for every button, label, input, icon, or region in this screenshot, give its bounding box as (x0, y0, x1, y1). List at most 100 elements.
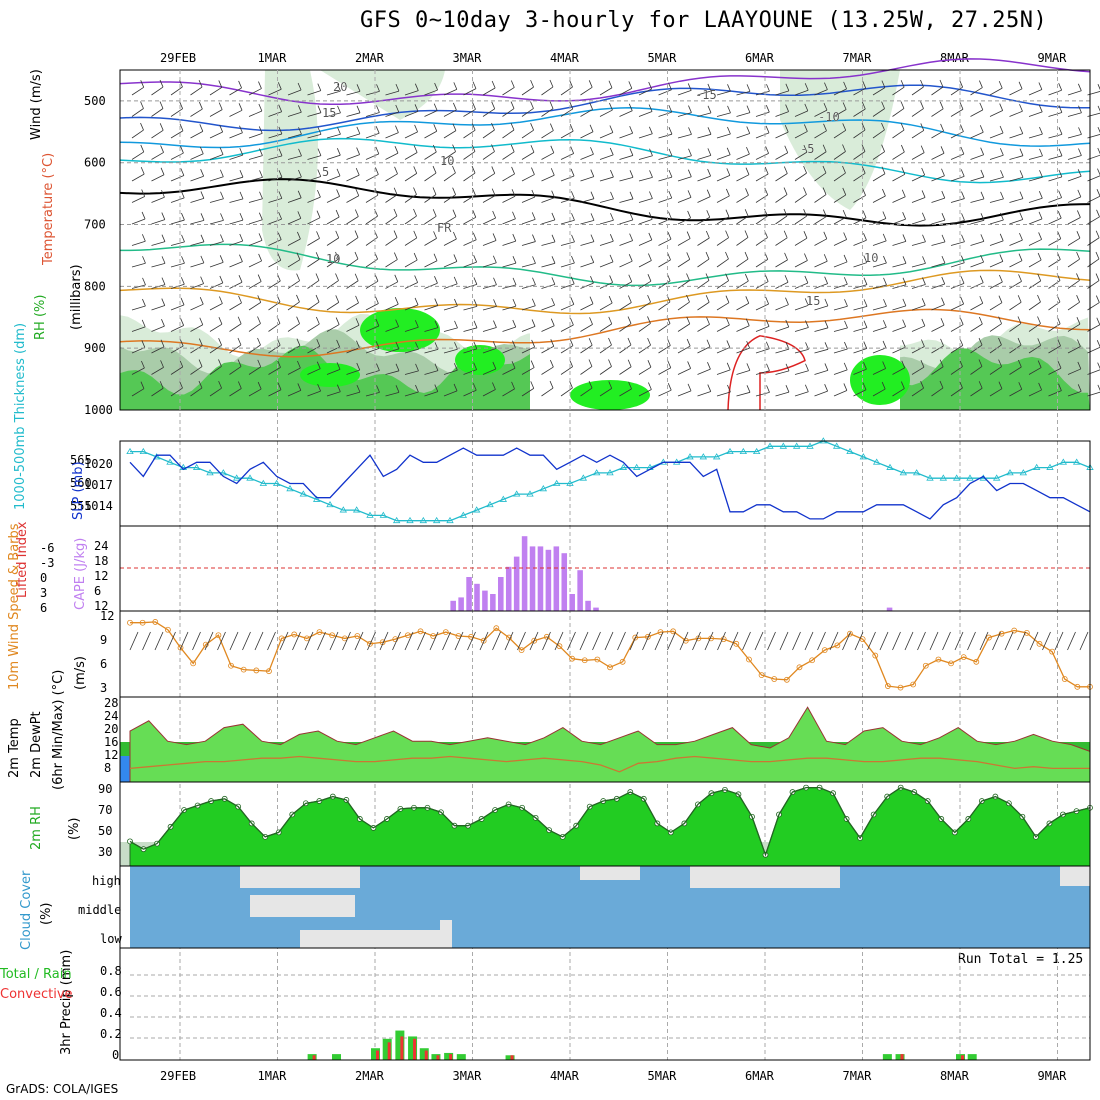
wind-barb (326, 237, 339, 246)
wind-barb (920, 145, 925, 153)
wind-barb (823, 102, 828, 111)
wind-barb (911, 130, 924, 139)
wind-barb (628, 381, 632, 390)
wind-barb (326, 302, 339, 311)
wind-barb (472, 102, 476, 110)
wind-barb (920, 79, 924, 88)
wind-barb (1038, 232, 1042, 240)
wind-barb (619, 176, 634, 182)
wind-barb (335, 295, 340, 303)
wind-barb (346, 391, 361, 397)
wind-barb (346, 347, 360, 354)
wind-barb (385, 348, 400, 354)
wind-barb (881, 101, 885, 109)
wind-barb (765, 296, 770, 305)
wind-barb (570, 297, 575, 305)
wind-barb (433, 231, 437, 239)
ylabel-cloud-units: (%) (39, 903, 54, 926)
wind-barb (803, 209, 807, 217)
wind-barb (550, 145, 555, 153)
wind-barb (1019, 170, 1024, 178)
wind-barb (999, 148, 1004, 156)
wind-barb (179, 359, 184, 368)
wind-barb (1037, 294, 1041, 303)
wind-barb (432, 144, 437, 153)
wind-barb (463, 88, 477, 96)
wind-barb-10m (667, 631, 676, 651)
wind-barb (1028, 280, 1041, 289)
wind-barb (376, 105, 380, 113)
wind-barb (892, 218, 906, 225)
wind-barb (141, 360, 145, 369)
wind-barb (970, 176, 985, 182)
wind-barb (804, 384, 809, 392)
wind-barb (268, 323, 281, 332)
wind-barb (959, 80, 963, 88)
wind-barb (414, 124, 418, 133)
wind-barb (268, 389, 282, 397)
precip-tick: 0.8 (100, 964, 122, 978)
wind-barb (549, 123, 554, 131)
wind-barb-10m (529, 631, 539, 651)
wind-barb (268, 111, 282, 117)
wind-barb (307, 217, 321, 225)
wind-barb (413, 252, 418, 261)
wind-barb (1019, 126, 1024, 134)
wind-barb (560, 197, 575, 203)
wind-barb (783, 187, 788, 195)
wind-barb (159, 79, 164, 88)
wind-barb (1067, 237, 1081, 246)
wind-barb (326, 196, 340, 203)
wind-barb (1048, 323, 1061, 332)
wind-barb (619, 281, 632, 289)
wind-barb (531, 339, 536, 348)
wind-barb (706, 189, 711, 197)
cape-bar (513, 556, 520, 611)
wind-barb (950, 262, 965, 268)
wind-barb (744, 209, 749, 217)
wind-barb (1097, 147, 1100, 155)
wind-barb (950, 176, 965, 182)
wind-barb (1076, 273, 1080, 281)
wind-barb (590, 276, 594, 284)
wind-barb (638, 239, 652, 246)
wind-barb (198, 359, 203, 367)
wind-barb (677, 238, 691, 246)
thickness-tick: 560 (70, 476, 92, 490)
wind-barb (346, 302, 359, 311)
wind-barb (842, 165, 846, 174)
wind-barb (287, 323, 300, 332)
wind-barb (775, 215, 788, 225)
wind-barb (151, 152, 164, 160)
wind-barb (688, 127, 692, 135)
wind-barb (1048, 112, 1063, 117)
wind-barb (803, 124, 808, 132)
wind-barb (278, 211, 282, 220)
wind-barb (998, 381, 1003, 389)
wind-barb (960, 169, 965, 177)
wind-barb-10m (592, 631, 601, 651)
wind-barb (346, 369, 360, 375)
wind-barb (814, 109, 828, 117)
li-tick: -3 (40, 556, 54, 570)
wind-barb (482, 173, 495, 182)
wind-barb (229, 87, 242, 96)
wind-barb (239, 191, 244, 200)
wind-barb (783, 230, 788, 238)
wind-barb (277, 82, 282, 90)
wind-barb (716, 369, 731, 375)
wind-barb (335, 209, 340, 218)
wind-barb (1067, 155, 1082, 160)
wind-barb (716, 195, 730, 203)
wind-barb (287, 176, 302, 182)
wind-barb (911, 108, 924, 117)
wind-barb (385, 237, 398, 246)
wind-barb (530, 123, 534, 131)
contour-label: FR (437, 221, 452, 235)
wind-barb (589, 102, 593, 110)
wind-barb (530, 145, 535, 153)
wind-barb (823, 254, 828, 262)
wind-barb (629, 191, 634, 199)
wind-barb (277, 360, 281, 368)
wind-barb (755, 391, 770, 397)
